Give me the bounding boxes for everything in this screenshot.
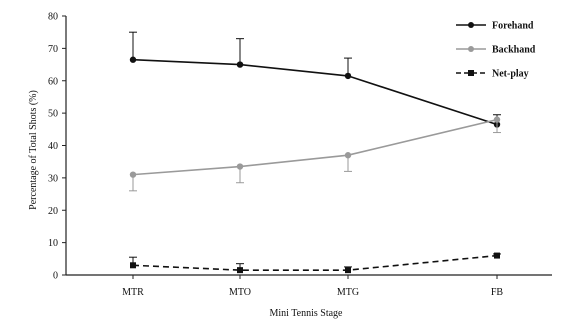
forehand-point — [344, 72, 352, 80]
x-tick-label: MTO — [229, 287, 251, 298]
forehand-line — [132, 58, 498, 126]
forehand-point — [236, 61, 244, 68]
legend-label-forehand: Forehand — [492, 21, 534, 32]
legend-marker-backhand — [468, 46, 474, 52]
net-play-point — [237, 267, 243, 274]
x-tick-label: MTG — [337, 287, 359, 298]
backhand-point — [236, 163, 244, 170]
plot-area: 0 10 20 30 40 50 60 70 80 MTR MTO MTG FB — [48, 12, 552, 298]
x-axis-title: Mini Tennis Stage — [269, 308, 343, 319]
legend: Forehand Backhand Net-play — [456, 21, 536, 80]
y-axis-title: Percentage of Total Shots (%) — [28, 90, 39, 210]
y-tick-label: 30 — [48, 173, 58, 184]
y-tick-label: 0 — [53, 271, 58, 282]
legend-marker-net-play — [468, 70, 474, 76]
series-layer — [129, 31, 501, 274]
series-forehand — [129, 31, 501, 128]
y-tick-label: 50 — [48, 109, 58, 120]
net-play-point — [494, 252, 500, 259]
backhand-point — [493, 116, 501, 123]
forehand-point — [129, 56, 137, 63]
legend-marker-forehand — [468, 22, 474, 28]
legend-label-net-play: Net-play — [492, 69, 529, 80]
x-tick-label: FB — [491, 287, 504, 298]
x-tick-label: MTR — [122, 287, 144, 298]
series-net-play — [129, 252, 501, 274]
y-axis-ticks: 0 10 20 30 40 50 60 70 80 — [48, 12, 66, 282]
net-play-line — [132, 254, 498, 271]
y-tick-label: 60 — [48, 76, 58, 87]
backhand-point — [129, 171, 137, 178]
series-backhand — [129, 116, 501, 192]
y-tick-label: 70 — [48, 44, 58, 55]
legend-label-backhand: Backhand — [492, 45, 536, 56]
y-tick-label: 20 — [48, 206, 58, 217]
net-play-point — [345, 267, 351, 274]
x-axis-ticks: MTR MTO MTG FB — [122, 275, 503, 298]
y-tick-label: 10 — [48, 238, 58, 249]
backhand-line — [132, 118, 498, 176]
net-play-point — [130, 262, 136, 269]
backhand-point — [344, 152, 352, 159]
y-tick-label: 80 — [48, 12, 58, 23]
y-tick-label: 40 — [48, 141, 58, 152]
